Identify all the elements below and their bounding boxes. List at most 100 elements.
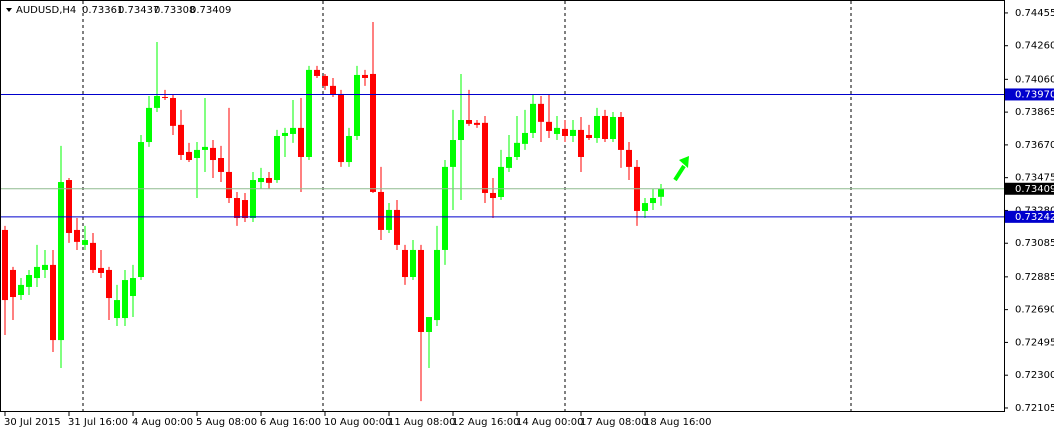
candle-body bbox=[98, 267, 104, 273]
candle-body bbox=[194, 149, 200, 159]
y-tick-label: 0.72690 bbox=[1015, 305, 1054, 316]
candle-body bbox=[450, 140, 456, 167]
quote-close: 0.73409 bbox=[190, 5, 231, 16]
level-label-box bbox=[1005, 88, 1054, 101]
level-label: 0.73970 bbox=[1015, 89, 1054, 100]
candle-body bbox=[122, 280, 128, 319]
candle-body bbox=[626, 149, 632, 167]
candle-body bbox=[410, 249, 416, 278]
y-tick-label: 0.72495 bbox=[1015, 337, 1054, 348]
candle-body bbox=[146, 107, 152, 143]
candle-body bbox=[530, 103, 536, 133]
candle-body bbox=[82, 240, 88, 245]
candle-body bbox=[546, 121, 552, 131]
candle-body bbox=[90, 242, 96, 270]
candle-body bbox=[226, 171, 232, 199]
candle-body bbox=[178, 124, 184, 155]
candle-body bbox=[162, 96, 168, 98]
candle-body bbox=[218, 158, 224, 172]
level-label-box bbox=[1005, 182, 1054, 195]
x-tick-label: 5 Aug 08:00 bbox=[196, 417, 257, 428]
candle-body bbox=[322, 75, 328, 86]
signal-arrow bbox=[673, 156, 689, 182]
candle-body bbox=[170, 97, 176, 126]
candle-body bbox=[258, 178, 264, 183]
candle-body bbox=[202, 146, 208, 150]
candle-body bbox=[370, 73, 376, 192]
arrow-head bbox=[679, 156, 689, 168]
candle-body bbox=[26, 275, 32, 287]
candle-body bbox=[354, 74, 360, 136]
candle-body bbox=[394, 209, 400, 245]
candle-body bbox=[274, 135, 280, 181]
candle-body bbox=[58, 182, 64, 341]
x-tick-label: 6 Aug 16:00 bbox=[260, 417, 321, 428]
y-tick-label: 0.74060 bbox=[1015, 74, 1054, 85]
candle-body bbox=[346, 135, 352, 163]
candle-body bbox=[250, 180, 256, 219]
x-tick-label: 30 Jul 2015 bbox=[4, 417, 61, 428]
candle-body bbox=[442, 166, 448, 250]
y-tick-label: 0.73085 bbox=[1015, 238, 1054, 249]
candle-body bbox=[210, 147, 216, 161]
x-tick-label: 12 Aug 16:00 bbox=[452, 417, 519, 428]
candle-body bbox=[610, 116, 616, 140]
candle-body bbox=[586, 134, 592, 138]
candle-body bbox=[482, 122, 488, 193]
candle-body bbox=[642, 203, 648, 211]
quote-low: 0.73308 bbox=[154, 5, 195, 16]
period-separators bbox=[82, 1, 852, 411]
plot-frame bbox=[0, 0, 1005, 412]
candle-body bbox=[130, 278, 136, 297]
level-label: 0.73242 bbox=[1015, 212, 1054, 223]
y-tick-label: 0.73670 bbox=[1015, 140, 1054, 151]
candle-body bbox=[66, 180, 72, 233]
level-label-box bbox=[1005, 210, 1054, 223]
arrow-shaft bbox=[673, 164, 686, 182]
candle-body bbox=[362, 74, 368, 78]
candle-body bbox=[618, 116, 624, 150]
candle-body bbox=[242, 200, 248, 219]
candle-body bbox=[570, 129, 576, 136]
candle-body bbox=[458, 120, 464, 141]
candle-body bbox=[298, 127, 304, 157]
x-tick-label: 11 Aug 08:00 bbox=[388, 417, 455, 428]
candle-body bbox=[658, 188, 664, 197]
candle-body bbox=[402, 249, 408, 278]
x-tick-label: 4 Aug 00:00 bbox=[132, 417, 193, 428]
x-tick-label: 18 Aug 16:00 bbox=[644, 417, 711, 428]
y-tick-label: 0.72105 bbox=[1015, 403, 1054, 414]
candle-body bbox=[434, 249, 440, 321]
x-tick-label: 14 Aug 00:00 bbox=[516, 417, 583, 428]
quote-open: 0.73361 bbox=[82, 5, 123, 16]
candle-body bbox=[650, 198, 656, 204]
candle-body bbox=[10, 269, 16, 298]
candle-body bbox=[2, 229, 8, 301]
candle-body bbox=[466, 120, 472, 124]
chart-title: AUDUSD,H4 bbox=[16, 5, 76, 16]
quote-high: 0.73437 bbox=[118, 5, 159, 16]
candle-body bbox=[514, 142, 520, 157]
level-label: 0.73409 bbox=[1015, 184, 1054, 195]
x-tick-label: 17 Aug 08:00 bbox=[580, 417, 647, 428]
candle-body bbox=[522, 132, 528, 144]
y-tick-label: 0.73475 bbox=[1015, 173, 1054, 184]
candle-body bbox=[538, 103, 544, 122]
candle-body bbox=[266, 178, 272, 183]
candle-body bbox=[186, 151, 192, 161]
candle-body bbox=[106, 269, 112, 299]
candle-body bbox=[18, 284, 24, 296]
candle-body bbox=[506, 156, 512, 168]
candle-body bbox=[578, 129, 584, 157]
candle-body bbox=[490, 192, 496, 199]
candle-body bbox=[34, 266, 40, 279]
x-tick-label: 31 Jul 16:00 bbox=[68, 417, 128, 428]
candle-body bbox=[554, 127, 560, 134]
candle-body bbox=[42, 264, 48, 270]
candle-body bbox=[474, 122, 480, 125]
candle-body bbox=[154, 95, 160, 108]
candle-body bbox=[306, 69, 312, 157]
candle-body bbox=[338, 93, 344, 163]
candle-body bbox=[386, 209, 392, 230]
